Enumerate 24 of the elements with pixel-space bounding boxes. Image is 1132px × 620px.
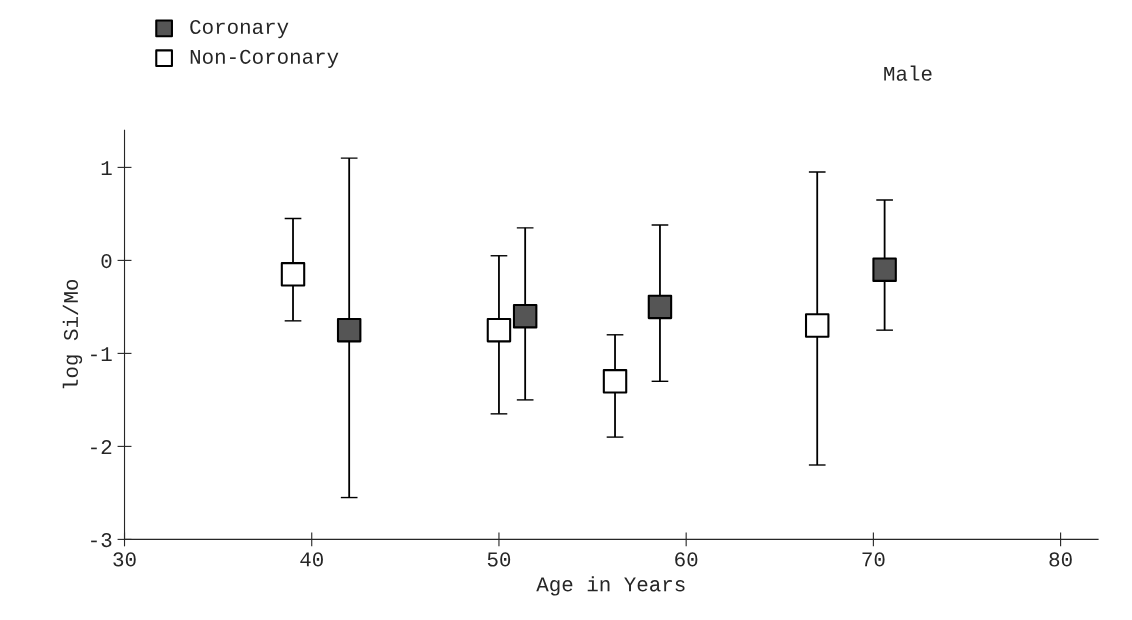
y-axis-title: log Si/Mo [62,279,83,389]
y-tick-label: 1 [101,161,112,175]
x-tick-label: 60 [675,552,698,567]
y-tick-label: -3 [91,533,112,548]
legend-label: Non-Coronary [190,49,339,69]
point [872,257,897,282]
point [804,313,830,338]
x-axis-title: Age in Years [536,576,685,596]
x-tick-label: 70 [862,552,885,567]
point [512,303,538,329]
point [647,294,673,320]
x-tick-label: 80 [1049,552,1072,567]
y-tick-label: -1 [91,347,112,361]
y-tick-label: -2 [91,440,112,454]
point [280,262,306,287]
x-tick-label: 30 [113,552,136,567]
text: Male [884,65,932,81]
x-tick-label: 50 [487,552,511,567]
point [486,317,512,343]
x-tick-label: 40 [300,552,323,567]
legend-label: Coronary [190,19,289,39]
point [602,369,628,394]
y-tick-label: 0 [101,254,112,269]
point [336,317,362,343]
